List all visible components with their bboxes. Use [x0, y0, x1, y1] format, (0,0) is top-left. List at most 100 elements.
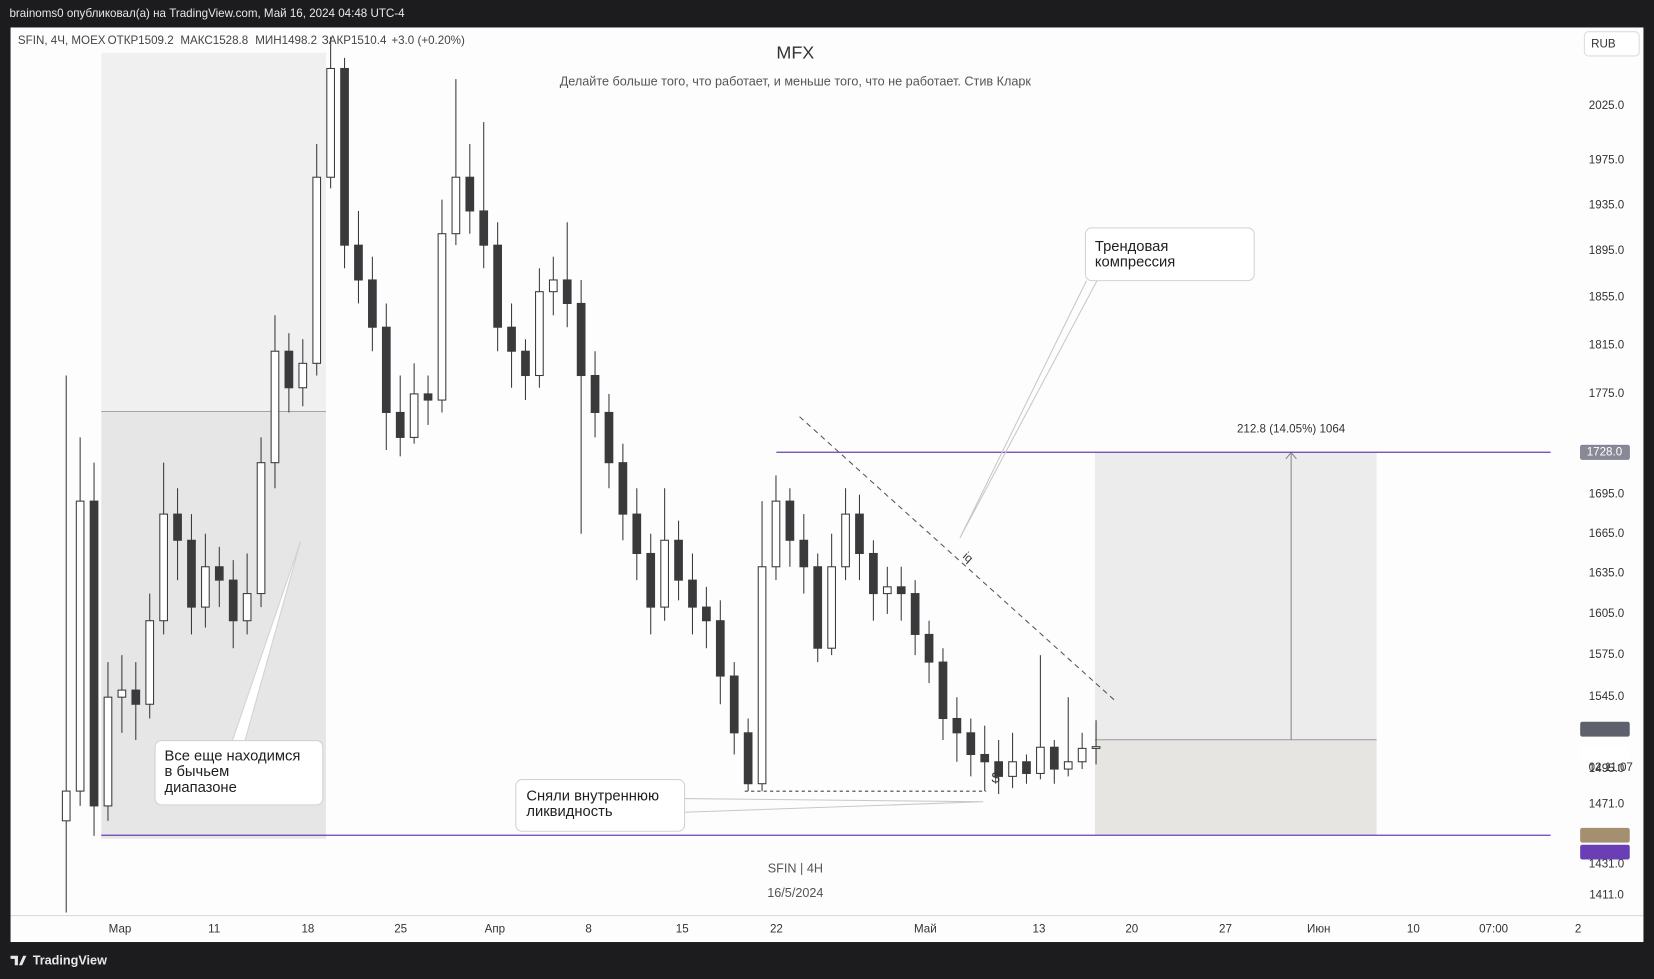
x-tick-label: 18 [301, 922, 314, 935]
candle-body [145, 620, 155, 705]
candle-body [1022, 761, 1031, 774]
candle-body [910, 593, 920, 635]
candle-body [674, 539, 683, 581]
measure-label: 212.8 (14.05%) 1064 [1237, 422, 1346, 435]
candle-body [61, 790, 71, 822]
candle-body [1008, 761, 1017, 777]
candle-body [270, 350, 280, 464]
candle-body [187, 539, 196, 608]
overlay-layer: 212.8 (14.05%) 1064 [101, 422, 1551, 836]
x-tick-label: 27 [1219, 922, 1232, 935]
candle-body [715, 620, 725, 677]
y-tick-label: 1605.0 [1589, 607, 1624, 620]
y-tick-label: 1935.0 [1589, 198, 1624, 211]
callout-text: в бычьем [165, 764, 230, 780]
callout-text: компрессия [1095, 255, 1175, 271]
legend-low: МИН1498.2 [255, 34, 317, 47]
candle-body [1077, 747, 1087, 763]
y-tick-label: 1815.0 [1589, 338, 1624, 351]
candle-body [841, 513, 850, 568]
x-tick-label: 25 [394, 922, 407, 935]
candle-body [159, 513, 168, 622]
callout-pointer [683, 798, 984, 813]
y-tick-label: 1855.0 [1589, 291, 1624, 304]
candle-body [757, 566, 767, 785]
x-tick-label: 13 [1033, 922, 1046, 935]
candle-body [89, 500, 99, 807]
callout-box [1084, 227, 1255, 282]
candle-body [173, 513, 182, 541]
candle-body [1036, 746, 1045, 774]
y-tick-label: 1775.0 [1589, 387, 1624, 400]
candle-body [326, 67, 335, 178]
x-tick-label: 11 [208, 922, 220, 935]
countdown: 02:11:07 [1589, 761, 1633, 774]
price-label: 1728.0 [1587, 446, 1622, 459]
candle-body [729, 675, 739, 734]
candle-body [1091, 746, 1101, 749]
watermark: SFIN | 4H [768, 862, 823, 876]
candle-body [395, 411, 405, 438]
brand-logo [10, 955, 27, 966]
candle-body [799, 539, 809, 568]
candle-body [493, 244, 502, 328]
candle-body [938, 661, 948, 720]
x-tick-label: 10 [1407, 922, 1420, 935]
price-label-box [1580, 827, 1630, 843]
y-tick-label: 1495.0 [1589, 762, 1624, 775]
candle-body [409, 393, 419, 438]
candle-body [632, 513, 642, 555]
legend-change: +3.0 (+0.20%) [391, 34, 465, 47]
x-tick-label: 20 [1125, 922, 1138, 935]
x-tick-label: 22 [770, 922, 783, 935]
x-tick-label: 8 [585, 922, 591, 935]
candle-body [451, 176, 461, 235]
published-note: brainoms0 опубликовал(а) на TradingView.… [9, 7, 405, 20]
candle-body [562, 279, 572, 304]
candle-body [785, 500, 795, 541]
candle-body [590, 374, 600, 413]
callout-text: Все еще находимся [165, 748, 301, 764]
candles [61, 36, 1101, 913]
candle-body [354, 244, 363, 281]
brand: TradingView [33, 953, 107, 967]
x-tick-label: 15 [676, 922, 689, 935]
candle-body [131, 689, 141, 705]
candle-body [214, 566, 224, 581]
y-tick-label: 1695.0 [1589, 488, 1624, 501]
callout-text: Сняли внутреннюю [526, 788, 659, 804]
candle-body [618, 462, 628, 515]
x-tick-label: 07:00 [1479, 922, 1508, 935]
y-tick-label: 2025.0 [1589, 99, 1624, 112]
candle-body [980, 753, 990, 763]
x-tick-label: 2 [1575, 922, 1581, 935]
currency[interactable]: RUB [1591, 37, 1616, 50]
candle-body [381, 326, 391, 413]
candle-body [298, 362, 308, 389]
callout-text: Трендовая [1095, 239, 1168, 255]
legend-open: ОТКР1509.2 [108, 34, 174, 47]
candle-body [117, 689, 127, 698]
legend-high: МАКС1528.8 [180, 34, 248, 47]
candle-body [465, 176, 475, 212]
currency-button[interactable] [1583, 31, 1640, 57]
candle-body [437, 233, 447, 401]
y-tick-label: 1975.0 [1589, 154, 1624, 167]
candle-body [368, 279, 377, 328]
candle-body [576, 302, 586, 377]
candle-body [242, 593, 252, 622]
price-label-box [1580, 445, 1630, 460]
candle-body [771, 500, 781, 568]
candle-body [256, 462, 266, 595]
chart-subtitle: Делайте больше того, что работает, и мен… [560, 75, 1032, 89]
candle-body [646, 552, 656, 608]
candle-body [340, 67, 349, 246]
candle-body [312, 176, 322, 364]
candle-body [994, 761, 1003, 777]
stop-zone [1094, 739, 1377, 836]
y-tick-label: 1431.0 [1589, 858, 1624, 871]
x-tick-label: Мар [109, 922, 132, 935]
trend-line [799, 416, 1117, 702]
axes: 2025.0 1975.0 1935.0 1895.0 1855.0 1815.0 1775… [109, 99, 1633, 935]
